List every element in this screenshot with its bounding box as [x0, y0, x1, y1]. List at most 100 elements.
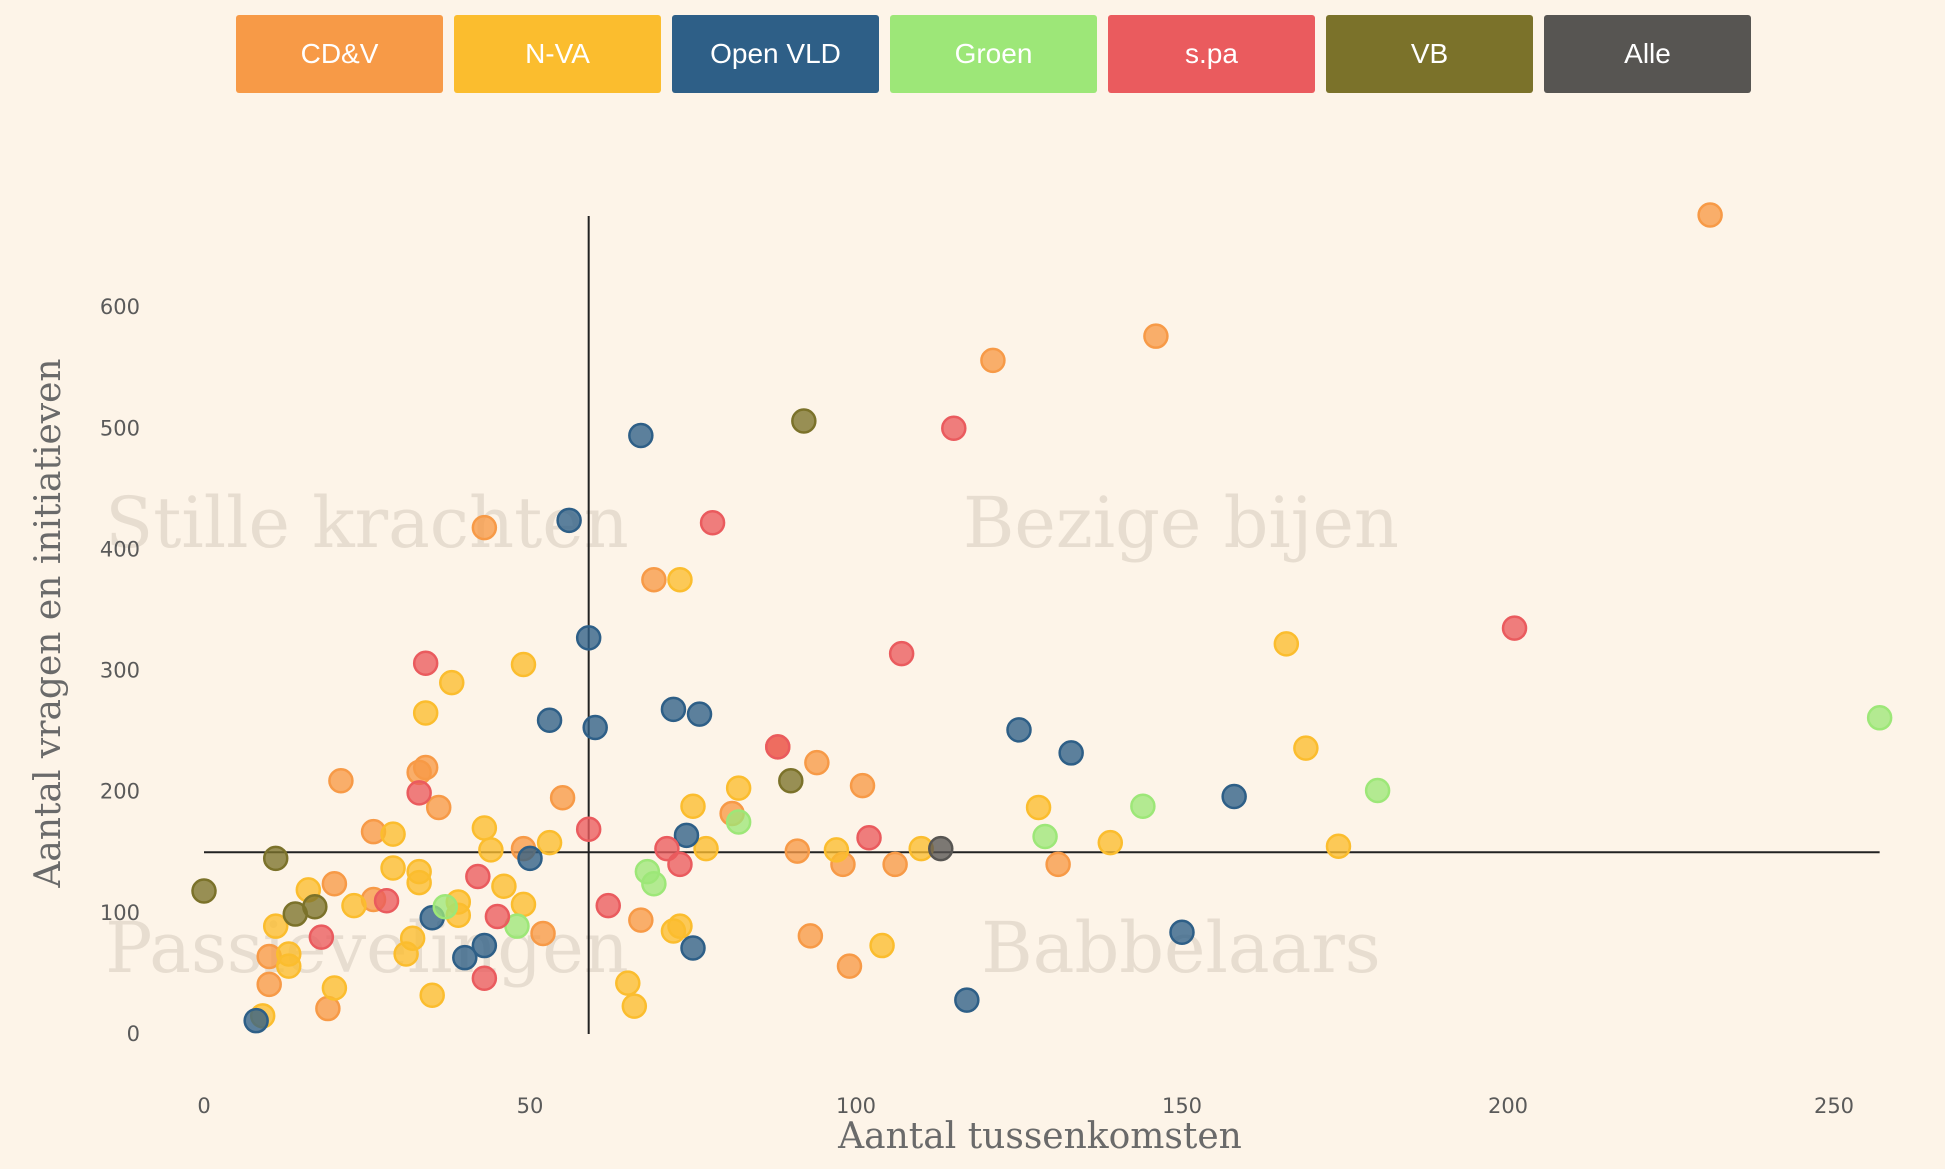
data-point[interactable] [412, 754, 439, 781]
data-point[interactable] [582, 714, 608, 741]
data-point[interactable] [439, 669, 465, 696]
data-point[interactable] [1325, 833, 1352, 859]
data-point[interactable] [530, 920, 556, 947]
data-point[interactable] [686, 701, 713, 727]
data-point[interactable] [556, 507, 582, 534]
data-point[interactable] [471, 514, 498, 541]
data-point[interactable] [1293, 735, 1319, 761]
data-point[interactable] [262, 845, 289, 872]
data-point[interactable] [465, 863, 491, 890]
data-point[interactable] [804, 749, 830, 776]
data-point[interactable] [425, 794, 452, 821]
data-point[interactable] [765, 734, 791, 760]
data-point[interactable] [380, 821, 406, 847]
data-point[interactable] [673, 822, 700, 849]
data-point[interactable] [628, 907, 654, 933]
data-point[interactable] [341, 892, 367, 919]
data-point[interactable] [262, 913, 289, 939]
data-point[interactable] [536, 707, 563, 733]
data-point[interactable] [667, 851, 693, 878]
data-point[interactable] [419, 982, 445, 1008]
data-point[interactable] [1058, 740, 1084, 766]
data-point[interactable] [882, 851, 908, 878]
data-point[interactable] [784, 838, 811, 864]
data-point[interactable] [517, 845, 543, 872]
data-point[interactable] [243, 1007, 269, 1034]
data-point[interactable] [406, 780, 432, 806]
data-point[interactable] [869, 932, 895, 959]
data-point[interactable] [823, 837, 850, 863]
data-point[interactable] [641, 871, 667, 897]
data-point[interactable] [412, 650, 439, 677]
filter-button-open-vld[interactable]: Open VLD [672, 15, 879, 93]
data-point[interactable] [680, 793, 706, 819]
filter-button-nva[interactable]: N-VA [454, 15, 661, 93]
data-point[interactable] [980, 347, 1006, 374]
data-point[interactable] [1045, 851, 1071, 878]
data-point[interactable] [471, 965, 498, 992]
data-point[interactable] [667, 566, 693, 593]
data-point[interactable] [510, 891, 537, 918]
data-point[interactable] [412, 700, 439, 726]
filter-button-cdv[interactable]: CD&V [236, 15, 443, 93]
data-point[interactable] [1025, 794, 1052, 821]
data-point[interactable] [575, 816, 602, 843]
data-point[interactable] [849, 772, 876, 799]
data-point[interactable] [1143, 323, 1169, 349]
data-point[interactable] [954, 987, 980, 1013]
data-point[interactable] [791, 408, 817, 434]
data-point[interactable] [471, 815, 498, 841]
data-point[interactable] [1006, 717, 1032, 743]
data-point[interactable] [1221, 783, 1247, 810]
data-point[interactable] [856, 824, 882, 851]
data-point[interactable] [478, 837, 504, 863]
data-point[interactable] [1169, 919, 1195, 945]
data-point[interactable] [452, 944, 478, 971]
filter-button-spa[interactable]: s.pa [1108, 15, 1315, 93]
data-point[interactable] [256, 971, 282, 998]
data-point[interactable] [797, 923, 824, 949]
data-point[interactable] [836, 953, 863, 979]
data-point[interactable] [725, 775, 752, 801]
data-point[interactable] [1697, 202, 1723, 228]
data-point[interactable] [549, 785, 576, 811]
data-point[interactable] [778, 768, 804, 794]
data-point[interactable] [575, 625, 602, 651]
data-point[interactable] [888, 640, 915, 667]
data-point[interactable] [660, 696, 687, 723]
data-point[interactable] [484, 903, 511, 930]
data-point[interactable] [621, 993, 648, 1019]
data-point[interactable] [282, 901, 309, 927]
data-point[interactable] [595, 892, 621, 919]
data-point[interactable] [1273, 631, 1300, 657]
data-point[interactable] [693, 835, 719, 862]
data-point[interactable] [928, 835, 954, 862]
filter-button-groen[interactable]: Groen [890, 15, 1097, 93]
data-point[interactable] [725, 809, 752, 835]
data-point[interactable] [399, 925, 426, 952]
data-point[interactable] [380, 855, 406, 881]
data-point[interactable] [276, 953, 302, 979]
data-point[interactable] [321, 975, 348, 1001]
data-point[interactable] [510, 651, 537, 678]
data-point[interactable] [641, 566, 667, 593]
data-point[interactable] [680, 935, 706, 961]
data-point[interactable] [308, 924, 335, 950]
data-point[interactable] [1501, 615, 1528, 641]
data-point[interactable] [191, 878, 217, 904]
data-point[interactable] [536, 829, 563, 856]
data-point[interactable] [328, 768, 354, 794]
data-point[interactable] [406, 869, 432, 896]
data-point[interactable] [321, 871, 348, 897]
data-point[interactable] [1866, 705, 1893, 731]
filter-button-vb[interactable]: VB [1326, 15, 1533, 93]
data-point[interactable] [1130, 793, 1156, 819]
data-point[interactable] [1364, 777, 1391, 804]
data-point[interactable] [471, 932, 498, 959]
data-point[interactable] [615, 970, 641, 996]
filter-button-alle[interactable]: Alle [1544, 15, 1751, 93]
data-point[interactable] [667, 913, 693, 939]
data-point[interactable] [1097, 829, 1124, 856]
data-point[interactable] [373, 887, 400, 914]
data-point[interactable] [699, 509, 726, 536]
